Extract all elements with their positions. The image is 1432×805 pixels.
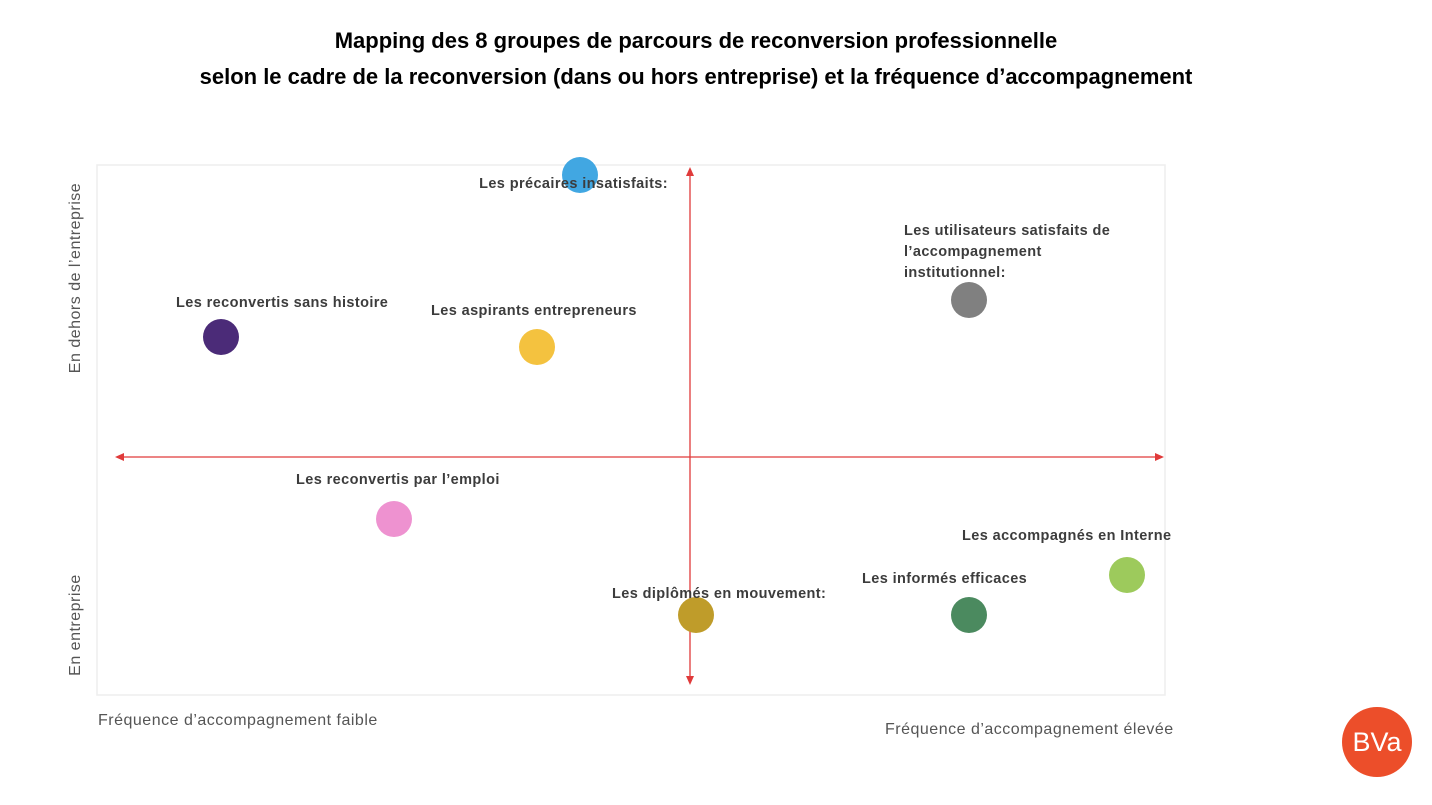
group-label: Les aspirants entrepreneurs — [431, 303, 637, 319]
group-dot — [951, 282, 987, 318]
group-label: Les accompagnés en Interne — [962, 528, 1171, 544]
group-dot — [519, 329, 555, 365]
group-label: Les informés efficaces — [862, 571, 1027, 587]
group-label: l’accompagnement — [904, 244, 1042, 260]
x-axis-label: Fréquence d’accompagnement faible — [98, 712, 378, 729]
group-label: Les précaires insatisfaits: — [479, 176, 668, 192]
arrow-head — [1155, 453, 1164, 461]
title-line: Mapping des 8 groupes de parcours de rec… — [335, 28, 1058, 53]
group-label: institutionnel: — [904, 265, 1006, 281]
group-dot — [1109, 557, 1145, 593]
group-label: Les reconvertis par l’emploi — [296, 472, 500, 488]
group-dot — [678, 597, 714, 633]
group-label: Les diplômés en mouvement: — [612, 586, 826, 602]
y-axis-label: En dehors de l’entreprise — [67, 183, 84, 373]
title-line: selon le cadre de la reconversion (dans … — [200, 64, 1193, 89]
group-dot — [376, 501, 412, 537]
group-dot — [562, 157, 598, 193]
group-label: Les utilisateurs satisfaits de — [904, 223, 1110, 239]
logo-text: BVa — [1352, 727, 1402, 757]
arrow-head — [686, 676, 694, 685]
arrow-head — [115, 453, 124, 461]
y-axis-label: En entreprise — [67, 574, 84, 676]
plot-frame — [96, 164, 1166, 696]
group-dot — [203, 319, 239, 355]
group-dot — [951, 597, 987, 633]
group-label: Les reconvertis sans histoire — [176, 295, 388, 311]
arrow-head — [686, 167, 694, 176]
x-axis-label: Fréquence d’accompagnement élevée — [885, 721, 1174, 738]
logo — [1342, 707, 1412, 777]
